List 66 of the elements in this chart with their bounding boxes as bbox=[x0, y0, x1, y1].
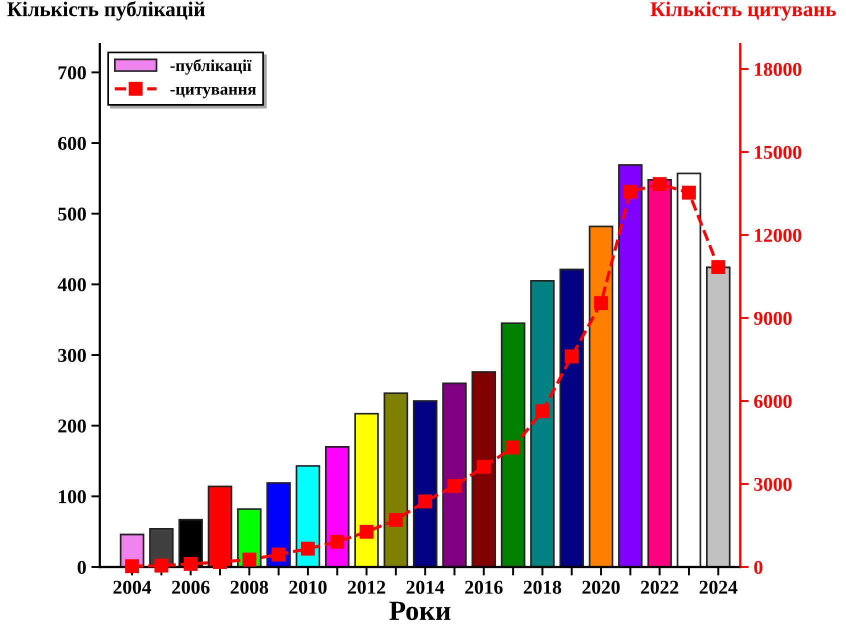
bar bbox=[384, 392, 408, 567]
y2-tick-label: 6000 bbox=[754, 394, 792, 408]
point bbox=[623, 184, 638, 199]
y2-tick-label: 9000 bbox=[754, 312, 792, 325]
x-tick-label: 2004 bbox=[113, 580, 152, 594]
bar bbox=[472, 371, 496, 567]
x-tick-label: 2006 bbox=[172, 580, 210, 594]
y2-tick-label: 3000 bbox=[754, 478, 792, 491]
x-tick-label: 2018 bbox=[524, 580, 562, 594]
y2-tick-label: 18000 bbox=[755, 62, 802, 76]
x-tick-label: 2008 bbox=[230, 580, 268, 594]
point bbox=[242, 552, 256, 566]
bar bbox=[618, 164, 643, 567]
bar bbox=[500, 322, 526, 567]
point bbox=[652, 177, 667, 192]
point bbox=[154, 558, 168, 573]
legend-label: -публікації bbox=[170, 59, 252, 75]
bar bbox=[588, 226, 614, 567]
bar bbox=[324, 446, 350, 567]
point bbox=[448, 478, 462, 493]
x-tick-label: 2020 bbox=[582, 580, 620, 594]
x-tick-label: 2012 bbox=[348, 580, 386, 594]
bar bbox=[706, 266, 731, 567]
bar bbox=[559, 268, 584, 567]
bar bbox=[296, 465, 320, 567]
y-tick-label: 300 bbox=[58, 348, 86, 362]
y2-tick-label: 15000 bbox=[755, 146, 802, 159]
legend-label: -цитування bbox=[170, 86, 256, 98]
bar bbox=[442, 382, 467, 567]
bar bbox=[530, 280, 555, 567]
point bbox=[184, 557, 198, 571]
x-tick-label: 2024 bbox=[700, 580, 738, 594]
y-axis-title: Кількість публікацій bbox=[7, 1, 205, 21]
y-tick-label: 700 bbox=[58, 66, 86, 80]
point bbox=[300, 542, 315, 556]
point bbox=[682, 186, 696, 200]
point bbox=[594, 296, 608, 310]
y-tick-label: 100 bbox=[59, 490, 86, 504]
point bbox=[418, 494, 432, 508]
point bbox=[564, 350, 579, 364]
point bbox=[711, 260, 726, 274]
bar bbox=[412, 400, 438, 567]
y-tick-label: 200 bbox=[58, 419, 86, 433]
point bbox=[388, 513, 403, 527]
x-tick-label: 2022 bbox=[641, 580, 678, 594]
point bbox=[125, 559, 140, 574]
x-tick-label: 2014 bbox=[406, 580, 444, 594]
point bbox=[506, 440, 520, 454]
point bbox=[535, 404, 550, 418]
x-axis-title: Роки bbox=[389, 602, 450, 620]
y2-tick-label: 12000 bbox=[755, 228, 802, 242]
x-tick-label: 2016 bbox=[465, 580, 503, 594]
point bbox=[330, 534, 344, 549]
bar bbox=[647, 178, 672, 567]
point bbox=[476, 460, 491, 474]
y-tick-label: 600 bbox=[58, 136, 86, 150]
bar bbox=[676, 172, 702, 567]
point bbox=[360, 524, 374, 539]
point bbox=[272, 548, 286, 562]
y-tick-label: 400 bbox=[58, 278, 86, 292]
y2-axis-title: Кількість цитувань bbox=[650, 2, 836, 21]
y2-tick-label: 0 bbox=[754, 560, 762, 574]
y-tick-label: 500 bbox=[58, 208, 86, 221]
y-tick-label: 0 bbox=[78, 560, 86, 574]
bar bbox=[354, 412, 379, 567]
x-tick-label: 2010 bbox=[289, 580, 327, 594]
